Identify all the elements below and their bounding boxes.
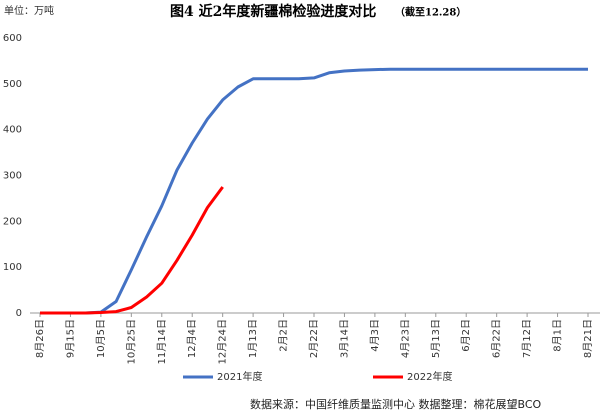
y-tick-label: 400 <box>3 125 22 136</box>
x-tick-label: 11月14日 <box>156 319 168 364</box>
series-line <box>40 67 588 315</box>
x-tick-label: 8月1日 <box>552 319 564 352</box>
legend-label: 2021年度 <box>217 370 262 383</box>
y-tick-label: 200 <box>3 216 22 227</box>
x-tick-label: 3月14日 <box>338 319 350 358</box>
y-axis-label: 单位：万吨 <box>4 4 54 17</box>
legend-label: 2022年度 <box>407 370 452 383</box>
x-tick-label: 7月12日 <box>521 319 533 358</box>
x-tick-label: 10月5日 <box>95 319 107 358</box>
y-tick-label: 100 <box>3 262 22 273</box>
chart-subtitle: （截至12.28） <box>395 6 466 19</box>
source: 数据来源：中国纤维质量监测中心 数据整理：棉花展望BCO <box>250 397 542 411</box>
x-tick-label: 8月26日 <box>34 319 46 358</box>
x-tick-label: 2月2日 <box>278 319 290 352</box>
x-tick-label: 5月13日 <box>430 319 442 358</box>
y-tick-label: 500 <box>3 79 22 90</box>
x-tick-label: 6月22日 <box>491 319 503 358</box>
series-line <box>40 186 224 315</box>
x-tick-label: 8月21日 <box>582 319 594 358</box>
x-tick-label: 2月22日 <box>308 319 320 358</box>
x-tick-label: 6月2日 <box>460 319 472 352</box>
x-tick-label: 9月15日 <box>64 319 76 358</box>
x-tick-label: 4月23日 <box>399 319 411 358</box>
x-tick-label: 12月24日 <box>217 319 229 364</box>
y-tick-label: 300 <box>3 171 22 182</box>
y-tick-label: 600 <box>3 33 22 44</box>
x-tick-label: 10月25日 <box>125 319 137 364</box>
x-tick-label: 1月13日 <box>247 319 259 358</box>
chart-title: 图4 近2年度新疆棉检验进度对比 <box>170 3 376 20</box>
x-tick-label: 4月3日 <box>369 319 381 352</box>
x-tick-label: 12月4日 <box>186 319 198 358</box>
y-tick-label: 0 <box>16 308 22 319</box>
